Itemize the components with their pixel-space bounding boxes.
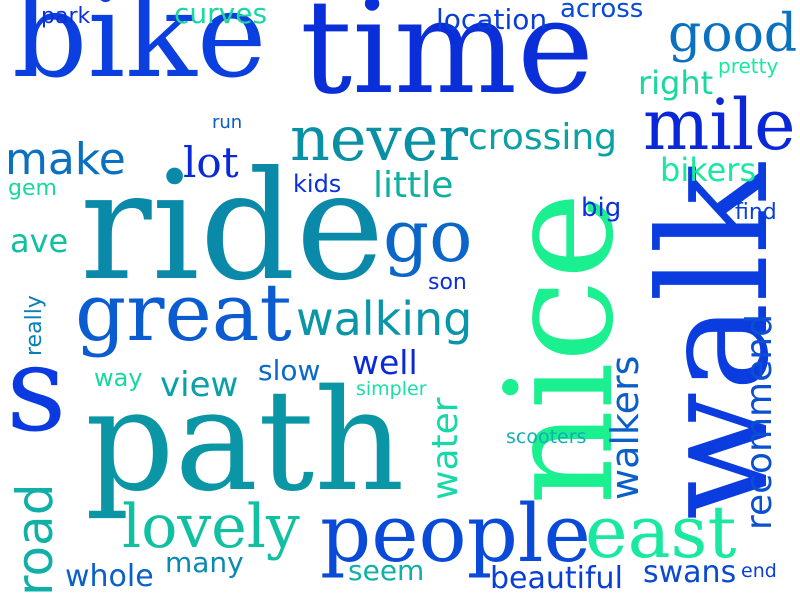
word-pretty: pretty (718, 54, 779, 78)
word-big: big (581, 193, 622, 223)
word-location: location (436, 3, 548, 36)
word-lovely: lovely (122, 492, 300, 562)
word-simpler: simpler (356, 378, 427, 400)
word-people: people (320, 487, 591, 580)
word-ride: ride (80, 140, 385, 314)
word-swans: swans (643, 555, 737, 590)
word-really: really (22, 295, 47, 356)
word-bike: bike (12, 0, 267, 104)
word-many: many (165, 546, 244, 579)
word-way: way (94, 364, 143, 392)
word-road: road (6, 483, 64, 596)
word-good: good (668, 4, 798, 64)
word-beautiful: beautiful (490, 561, 623, 596)
word-recommend: recommend (739, 314, 780, 530)
word-time: time (300, 0, 595, 123)
word-go: go (383, 194, 473, 278)
word-make: make (5, 134, 126, 185)
word-little: little (373, 165, 454, 206)
word-mile: mile (643, 84, 796, 166)
word-end: end (741, 560, 777, 582)
word-run: run (212, 112, 243, 133)
word-scooters: scooters (506, 426, 587, 448)
word-path: path (85, 360, 405, 523)
word-across: across (560, 0, 644, 24)
word-curves: curves (174, 0, 268, 30)
word-well: well (352, 343, 418, 382)
word-s: s (6, 320, 67, 458)
word-son: son (428, 270, 467, 295)
word-slow: slow (258, 354, 321, 387)
word-water: water (425, 397, 466, 500)
word-find: find (735, 200, 777, 225)
word-east: east (585, 490, 737, 574)
word-never: never (290, 102, 468, 175)
word-kids: kids (293, 170, 342, 198)
word-view: view (160, 365, 239, 405)
word-gem: gem (8, 176, 57, 201)
word-walking: walking (296, 292, 473, 346)
word-park: park (41, 4, 91, 29)
word-crossing: crossing (468, 117, 618, 158)
word-walkers: walkers (603, 355, 647, 500)
word-whole: whole (65, 559, 154, 594)
word-seem: seem (348, 554, 425, 587)
word-right: right (638, 64, 714, 102)
word-bikers: bikers (660, 151, 757, 189)
word-ave: ave (10, 222, 69, 260)
word-great: great (75, 266, 292, 359)
word-lot: lot (183, 138, 239, 187)
